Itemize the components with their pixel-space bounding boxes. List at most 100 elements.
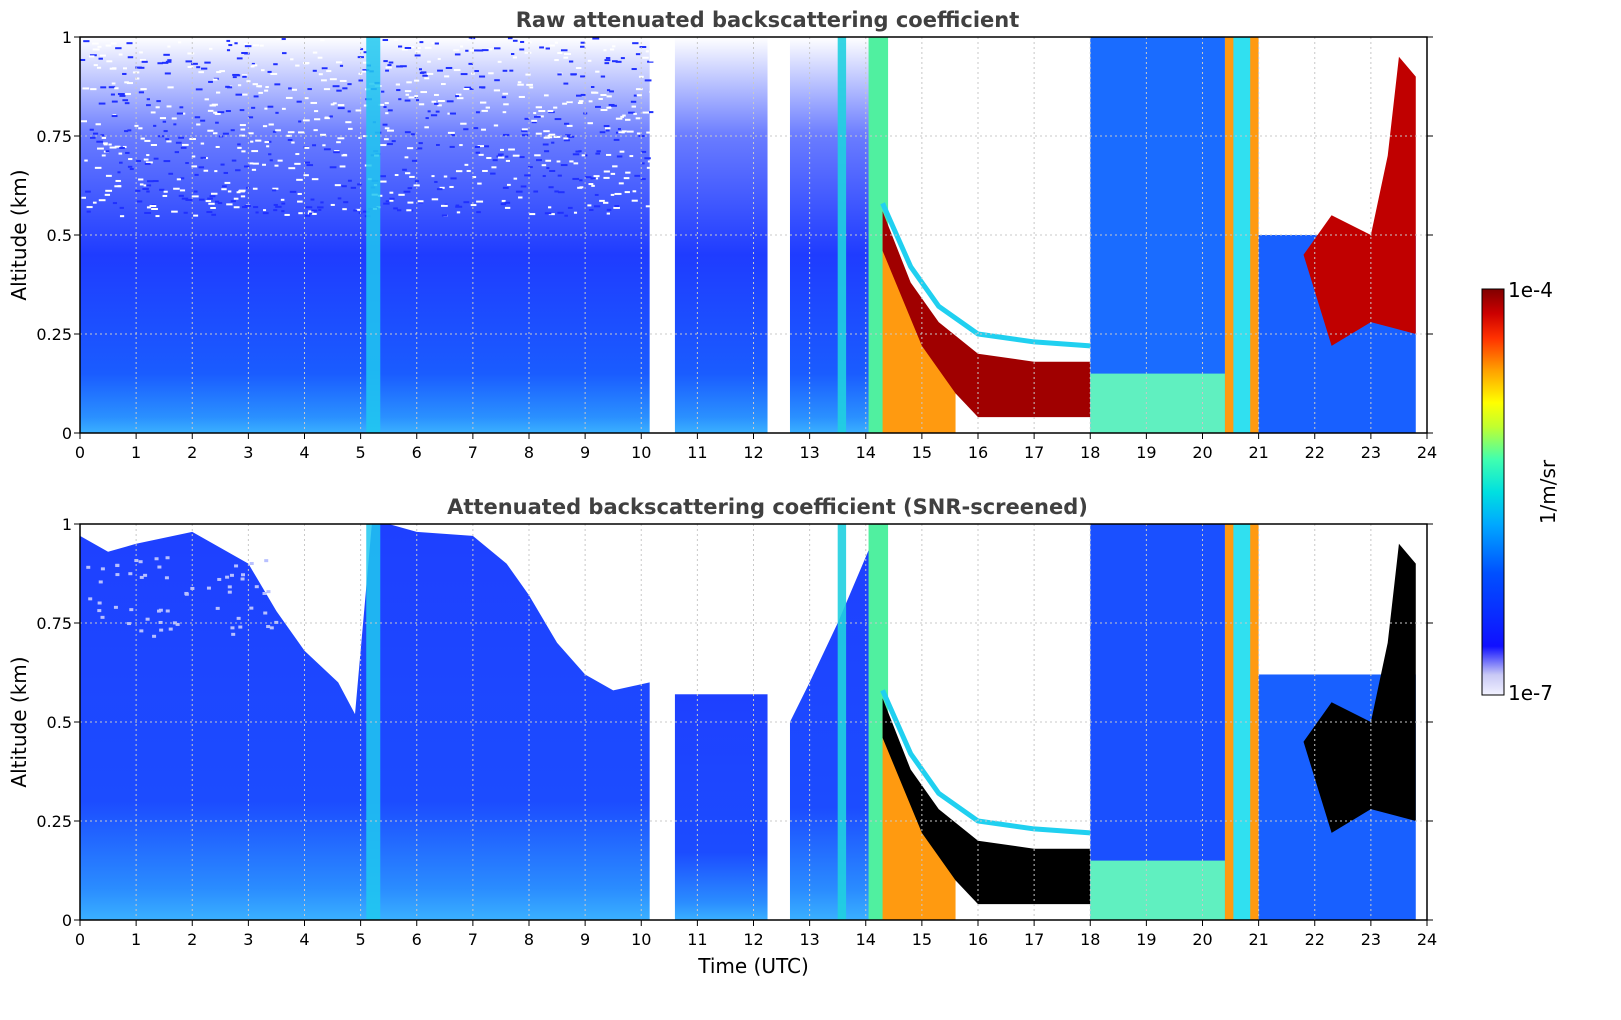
cloud-top-fringe xyxy=(880,689,1091,836)
noise-pixel xyxy=(122,145,127,148)
noise-pixel xyxy=(190,586,195,590)
x-tick-label: 14 xyxy=(856,930,876,949)
noise-pixel xyxy=(98,580,103,584)
noise-pixel xyxy=(600,75,606,78)
noise-pixel xyxy=(273,63,278,66)
noise-pixel xyxy=(234,42,238,45)
noise-pixel xyxy=(176,178,181,181)
noise-pixel xyxy=(249,162,254,165)
noise-pixel xyxy=(287,131,295,134)
noise-pixel xyxy=(262,163,266,166)
x-tick-label: 0 xyxy=(75,443,85,462)
noise-pixel xyxy=(519,156,525,159)
noise-pixel xyxy=(551,141,555,144)
noise-pixel xyxy=(347,127,353,130)
noise-pixel xyxy=(281,107,286,110)
x-tick-label: 15 xyxy=(912,443,932,462)
noise-pixel xyxy=(240,195,246,198)
noise-pixel xyxy=(613,206,620,209)
noise-pixel xyxy=(237,74,241,77)
noise-pixel xyxy=(260,69,265,72)
noise-pixel xyxy=(439,186,445,189)
noise-pixel xyxy=(326,70,332,73)
noise-pixel xyxy=(433,93,439,96)
noise-pixel xyxy=(472,176,477,179)
noise-pixel xyxy=(426,72,434,75)
noise-pixel xyxy=(94,166,102,169)
noise-pixel xyxy=(230,129,235,132)
noise-pixel xyxy=(563,139,570,142)
noise-pixel xyxy=(544,150,550,153)
noise-pixel xyxy=(248,116,254,119)
noise-pixel xyxy=(243,165,250,168)
noise-pixel xyxy=(100,86,107,89)
noise-pixel xyxy=(407,147,414,150)
x-tick-label: 13 xyxy=(799,930,819,949)
x-tick-label: 23 xyxy=(1361,443,1381,462)
x-tick-label: 19 xyxy=(1136,443,1156,462)
noise-pixel xyxy=(306,164,314,167)
aerosol-layer xyxy=(789,543,872,920)
x-tick-label: 9 xyxy=(580,930,590,949)
noise-pixel xyxy=(259,44,264,47)
noise-pixel xyxy=(127,622,132,626)
noise-pixel xyxy=(638,75,644,78)
x-tick-label: 20 xyxy=(1192,930,1212,949)
noise-pixel xyxy=(214,200,220,203)
noise-pixel xyxy=(86,210,91,213)
noise-pixel xyxy=(414,95,419,98)
noise-pixel xyxy=(583,154,588,157)
noise-pixel xyxy=(298,120,302,123)
noise-pixel xyxy=(422,74,428,77)
noise-pixel xyxy=(494,47,501,50)
x-tick-label: 15 xyxy=(912,930,932,949)
noise-pixel xyxy=(204,98,209,101)
noise-pixel xyxy=(455,95,460,98)
noise-pixel xyxy=(580,45,585,48)
noise-pixel xyxy=(566,101,573,104)
noise-pixel xyxy=(252,44,260,47)
noise-pixel xyxy=(474,145,480,148)
noise-pixel xyxy=(195,88,203,91)
noise-pixel xyxy=(588,183,594,186)
noise-pixel xyxy=(129,168,134,171)
noise-pixel xyxy=(288,87,292,90)
noise-pixel xyxy=(235,93,243,96)
noise-pixel xyxy=(237,143,241,146)
noise-pixel xyxy=(553,106,558,109)
noise-pixel xyxy=(150,111,156,114)
noise-pixel xyxy=(99,54,106,57)
noise-pixel xyxy=(520,185,527,188)
noise-pixel xyxy=(295,153,300,156)
noise-pixel xyxy=(126,82,133,85)
noise-pixel xyxy=(111,115,118,118)
noise-pixel xyxy=(632,190,637,193)
noise-pixel xyxy=(345,121,352,124)
noise-pixel xyxy=(431,42,435,45)
noise-pixel xyxy=(332,102,337,105)
noise-pixel xyxy=(240,128,246,131)
noise-pixel xyxy=(124,81,129,84)
noise-pixel xyxy=(623,177,630,180)
noise-pixel xyxy=(649,59,654,62)
noise-pixel xyxy=(248,132,254,135)
noise-pixel xyxy=(505,159,511,162)
noise-pixel xyxy=(171,210,178,213)
descending-cloud-layer xyxy=(882,698,1091,905)
noise-pixel xyxy=(543,136,550,139)
noise-pixel xyxy=(161,61,169,64)
noise-pixel xyxy=(220,163,225,166)
x-tick-label: 3 xyxy=(243,443,253,462)
noise-pixel xyxy=(453,69,461,72)
noise-pixel xyxy=(603,49,607,52)
noise-pixel xyxy=(144,162,151,165)
noise-pixel xyxy=(140,137,145,140)
noise-pixel xyxy=(646,131,651,134)
noise-pixel xyxy=(244,204,251,207)
noise-pixel xyxy=(492,159,498,162)
noise-pixel xyxy=(463,88,470,91)
noise-pixel xyxy=(431,175,435,178)
noise-pixel xyxy=(98,102,106,105)
noise-pixel xyxy=(215,121,219,124)
